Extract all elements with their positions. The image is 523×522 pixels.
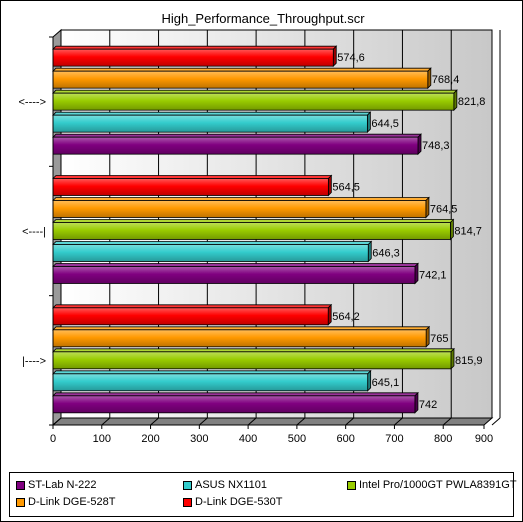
bar-top — [52, 326, 431, 331]
gridline-floor — [150, 417, 159, 426]
bar-end — [453, 89, 458, 112]
x-tick-label: 900 — [475, 433, 493, 445]
x-tick-label: 200 — [141, 433, 159, 445]
bar-top — [52, 219, 455, 223]
x-tick-label: 0 — [50, 433, 56, 445]
x-tick-label: 300 — [190, 433, 208, 445]
legend-label: ST-Lab N-222 — [28, 479, 97, 491]
bar — [52, 200, 427, 218]
bar-end — [367, 240, 372, 263]
legend-swatch — [347, 481, 356, 490]
data-label: 564,2 — [332, 311, 360, 323]
x-tick-label: 400 — [239, 433, 257, 445]
data-label: 742 — [419, 399, 437, 411]
category-label: <----> — [19, 97, 47, 109]
bar — [52, 329, 427, 348]
legend-swatch — [16, 481, 25, 490]
legend-swatch — [16, 498, 25, 507]
bar-end — [449, 218, 454, 241]
bar-top — [52, 111, 372, 116]
bar-top — [52, 89, 458, 94]
bar — [52, 395, 416, 414]
bar — [52, 244, 369, 262]
data-label: 644,5 — [371, 118, 399, 130]
bar-end — [332, 45, 337, 68]
bar-end — [414, 262, 419, 285]
legend-label: ASUS NX1101 — [195, 479, 267, 491]
category-label: |----> — [22, 355, 46, 367]
bar-end — [327, 174, 332, 197]
chart-title: High_Performance_Throughput.scr — [161, 11, 365, 26]
data-label: 645,1 — [372, 377, 400, 389]
legend-label: D-Link DGE-528T — [28, 496, 116, 508]
bar — [52, 92, 455, 111]
data-label: 815,9 — [455, 355, 483, 367]
legend-swatch — [183, 481, 192, 490]
bar-top — [52, 133, 422, 138]
bar — [52, 222, 451, 240]
bar — [52, 266, 416, 284]
x-tick-label: 600 — [336, 433, 354, 445]
gridline-floor — [296, 417, 306, 426]
bar-top — [52, 241, 373, 245]
bar-top — [52, 348, 455, 353]
gridline-floor — [199, 417, 208, 426]
gridline-floor — [491, 417, 501, 426]
bar — [52, 178, 329, 196]
bar — [52, 70, 429, 89]
bar-top — [52, 392, 419, 397]
plot-floor — [51, 417, 494, 426]
data-label: 764,5 — [430, 204, 458, 216]
x-tick-label: 100 — [93, 433, 111, 445]
x-tick-label: 800 — [434, 433, 452, 445]
category-label: <----| — [22, 226, 46, 238]
bar-top — [52, 304, 333, 309]
legend: ST-Lab N-222 ASUS NX1101 Intel Pro/1000GT … — [9, 472, 517, 517]
gridline-floor — [101, 417, 111, 426]
bar — [52, 114, 368, 133]
legend-swatch — [183, 498, 192, 507]
gridline-floor — [345, 417, 354, 426]
bar-end — [327, 303, 332, 326]
gridline-floor — [442, 417, 452, 426]
bar-end — [417, 133, 422, 156]
data-label: 574,6 — [337, 52, 365, 64]
bar-top — [52, 263, 419, 267]
bar — [52, 136, 419, 155]
bar-top — [52, 67, 432, 72]
legend-label: D-Link DGE-530T — [195, 496, 283, 508]
data-label: 765 — [430, 333, 448, 345]
gridline-floor — [247, 417, 257, 426]
data-label: 742,1 — [419, 270, 447, 282]
bar-end — [366, 111, 371, 134]
data-label: 821,8 — [458, 96, 486, 108]
data-label: 646,3 — [372, 248, 400, 260]
bar — [52, 48, 334, 67]
gridline-floor — [394, 417, 403, 426]
bar-end — [425, 196, 430, 219]
bar-top — [52, 197, 430, 201]
bar-end — [427, 67, 432, 90]
bar-end — [414, 391, 419, 414]
bar-top — [52, 370, 372, 375]
data-label: 768,4 — [432, 74, 460, 86]
data-label: 814,7 — [454, 226, 482, 238]
bar-end — [425, 325, 430, 348]
x-tick-label: 700 — [385, 433, 403, 445]
legend-label: Intel Pro/1000GT PWLA8391GT — [359, 479, 517, 491]
bar — [52, 373, 369, 392]
bar-top — [52, 175, 333, 179]
bar-end — [450, 347, 455, 370]
data-label: 748,3 — [422, 140, 450, 152]
x-tick-label: 500 — [288, 433, 306, 445]
bar-top — [52, 45, 338, 50]
bar — [52, 307, 329, 326]
bar — [52, 351, 452, 370]
bar-end — [367, 369, 372, 392]
data-label: 564,5 — [332, 182, 360, 194]
gridline-floor — [52, 417, 62, 426]
